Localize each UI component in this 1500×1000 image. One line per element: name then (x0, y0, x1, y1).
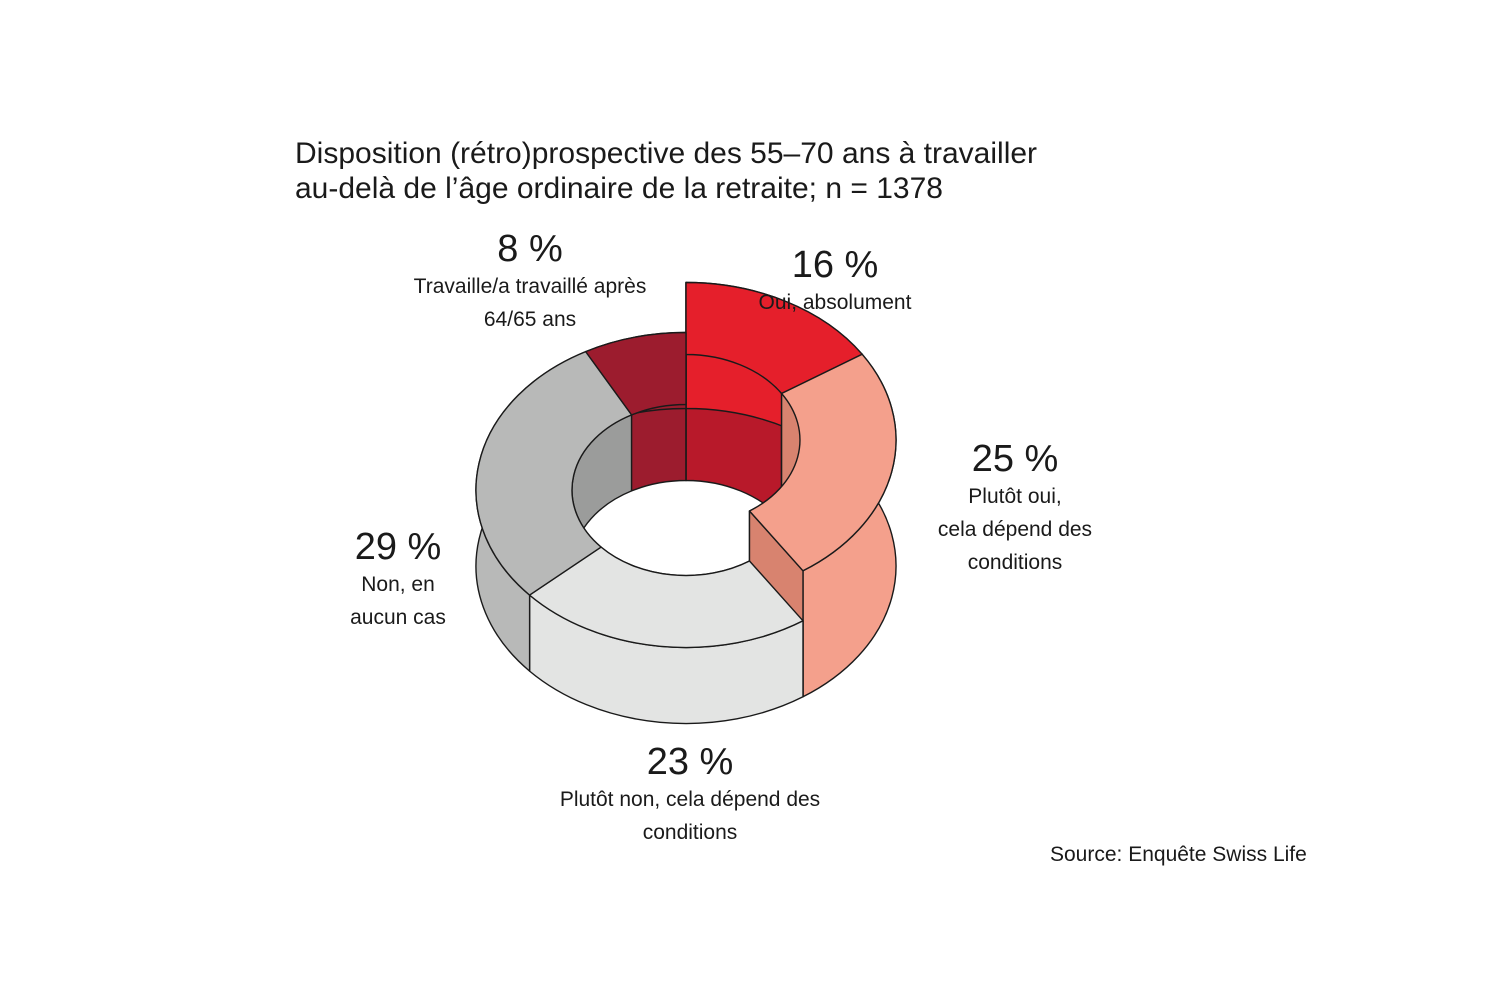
slice-2-top (528, 546, 804, 649)
slice-travaille-percent: 8 % (497, 228, 563, 270)
slice-travaille-desc-1: Travaille/a travaillé après (413, 275, 647, 298)
slice-travaille-desc-2: 64/65 ans (483, 308, 577, 331)
label-oui-absolument: 16 % Oui, absolument (710, 244, 960, 319)
slice-non-desc-1: Non, en (361, 573, 435, 596)
slice-oui-absolument-desc: Oui, absolument (758, 291, 912, 314)
chart-title-line-1: Disposition (rétro)prospective des 55–70… (295, 137, 1038, 170)
slice-plutot-oui-desc-3: conditions (967, 551, 1063, 574)
slice-plutot-oui-desc-1: Plutôt oui, (968, 485, 1062, 508)
slice-plutot-non-desc-1: Plutôt non, cela dépend des (559, 788, 821, 811)
chart-title-line-2: au-delà de l’âge ordinaire de la retrait… (295, 172, 943, 205)
slice-4-inner-side (630, 403, 687, 492)
slice-plutot-oui-percent: 25 % (971, 438, 1059, 480)
label-plutot-non: 23 % Plutôt non, cela dépend des conditi… (515, 741, 865, 849)
slice-non-desc-2: aucun cas (350, 606, 446, 629)
slice-plutot-non-percent: 23 % (646, 741, 734, 783)
source-note: Source: Enquête Swiss Life (1050, 843, 1307, 866)
label-non-en-aucun-cas: 29 % Non, en aucun cas (318, 526, 478, 634)
slice-0-top (685, 281, 863, 395)
slice-4-top (585, 331, 687, 416)
label-travaille-apres: 8 % Travaille/a travaillé après 64/65 an… (370, 228, 690, 336)
label-plutot-oui: 25 % Plutôt oui, cela dépend des conditi… (905, 438, 1125, 579)
slice-1-top (748, 353, 897, 572)
chart-title: Disposition (rétro)prospective des 55–70… (295, 136, 1195, 206)
slice-plutot-oui-desc-2: cela dépend des (937, 518, 1093, 541)
slice-oui-absolument-percent: 16 % (791, 244, 879, 286)
slice-non-percent: 29 % (354, 526, 442, 568)
slice-plutot-non-desc-2: conditions (642, 821, 738, 844)
slice-3-top (475, 350, 633, 596)
